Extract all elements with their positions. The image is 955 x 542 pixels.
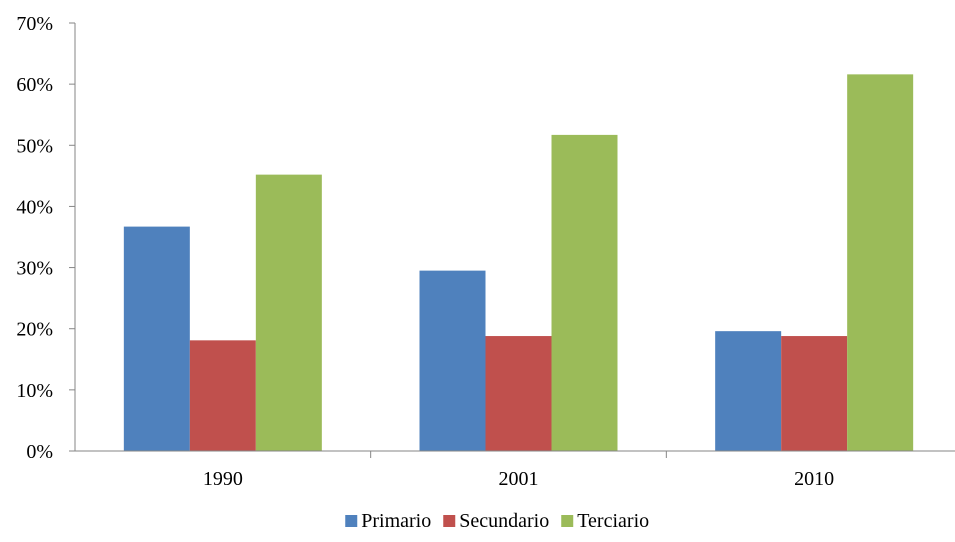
y-tick-label: 10% <box>16 380 53 402</box>
bar-terciario-2001 <box>551 134 618 452</box>
x-tick-label: 2001 <box>499 468 539 490</box>
legend-swatch <box>561 515 574 527</box>
x-tick-label: 2010 <box>794 468 834 490</box>
legend: Primario Secundario Terciario <box>345 510 649 532</box>
legend-item-secundario: Secundario <box>443 510 549 532</box>
y-tick-label: 70% <box>16 13 53 35</box>
bar-terciario-2010 <box>847 74 914 452</box>
legend-item-primario: Primario <box>345 510 431 532</box>
x-tick-label: 1990 <box>203 468 243 490</box>
legend-label: Primario <box>361 510 431 532</box>
bar-secundario-2001 <box>485 336 552 451</box>
legend-swatch <box>443 515 456 527</box>
y-tick-label: 40% <box>16 196 53 218</box>
legend-label: Secundario <box>459 510 549 532</box>
bar-terciario-1990 <box>255 174 322 452</box>
legend-label: Terciario <box>577 510 649 532</box>
legend-swatch <box>345 515 358 527</box>
bar-secundario-2010 <box>781 336 848 451</box>
y-tick-label: 50% <box>16 135 53 157</box>
y-tick-label: 0% <box>26 441 53 463</box>
y-tick-label: 30% <box>16 258 53 280</box>
bar-primario-1990 <box>123 226 190 451</box>
axes-group: 0% 10% 20% 30% 40% 50% 60% 70% 1990 2001 2010 <box>16 13 955 490</box>
y-tick-label: 20% <box>16 319 53 341</box>
bar-primario-2001 <box>419 270 486 451</box>
bars-group <box>123 74 914 452</box>
bar-primario-2010 <box>715 331 782 451</box>
bar-secundario-1990 <box>189 340 256 451</box>
legend-item-terciario: Terciario <box>561 510 649 532</box>
y-tick-label: 60% <box>16 74 53 96</box>
